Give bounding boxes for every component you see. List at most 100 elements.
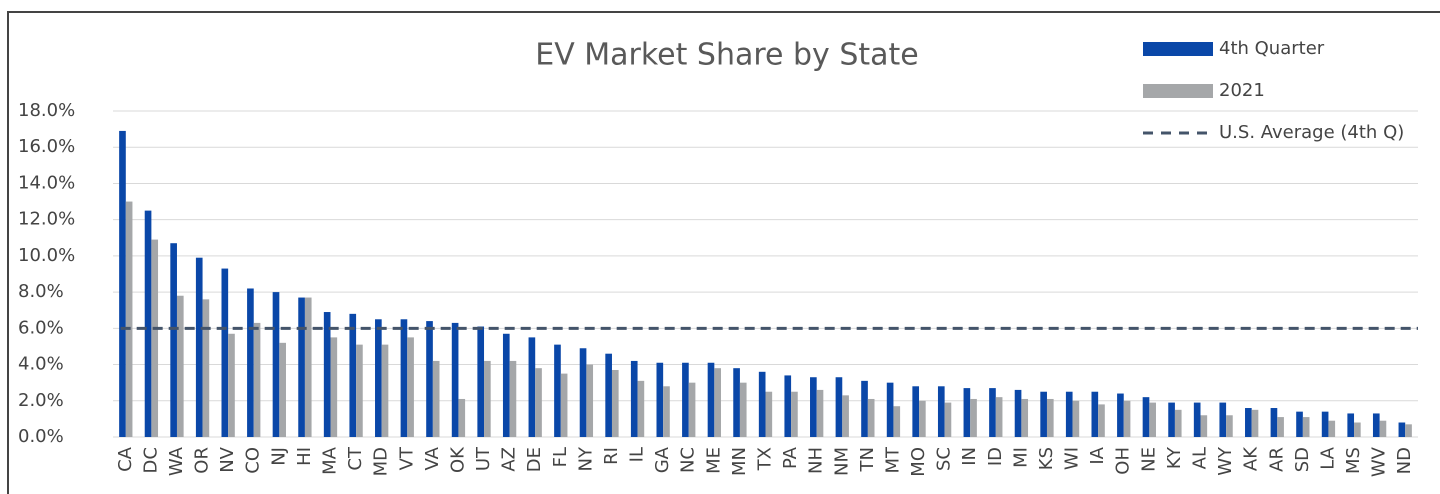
x-tick-label: NC	[678, 447, 699, 473]
bar	[1021, 398, 1029, 437]
legend-label: 2021	[1219, 80, 1265, 101]
bar	[893, 406, 901, 437]
y-tick-label: 8.0%	[18, 281, 64, 302]
x-tick-label: NJ	[268, 447, 289, 466]
x-tick-label: NE	[1138, 447, 1159, 472]
x-tick-label: SD	[1292, 447, 1313, 472]
bar	[323, 312, 331, 437]
bar	[253, 322, 261, 437]
bar	[560, 373, 568, 437]
x-tick-label: MS	[1343, 447, 1364, 474]
x-tick-label: NM	[831, 447, 852, 476]
bar	[1251, 409, 1259, 437]
x-tick-label: VT	[396, 446, 417, 470]
bar	[1123, 400, 1131, 437]
bar	[1372, 413, 1380, 437]
bar	[1328, 420, 1336, 437]
bar	[688, 382, 696, 437]
bar	[272, 292, 280, 437]
x-tick-label: SC	[934, 447, 955, 471]
bar	[861, 380, 868, 437]
bar	[458, 398, 466, 437]
x-tick-label: CT	[345, 446, 366, 471]
x-tick-label: GA	[652, 446, 673, 473]
bar	[400, 319, 408, 437]
bar	[714, 368, 721, 437]
x-tick-label: DE	[524, 447, 545, 472]
x-tick-label: WV	[1369, 446, 1390, 477]
x-tick-label: OH	[1113, 447, 1134, 475]
bar	[682, 362, 689, 437]
x-tick-label: IN	[959, 447, 980, 466]
y-tick-label: 0.0%	[18, 426, 64, 447]
bar	[1117, 393, 1124, 437]
bar	[579, 348, 587, 437]
y-tick-label: 4.0%	[18, 354, 64, 375]
x-tick-label: MN	[729, 447, 750, 476]
bar	[502, 333, 510, 437]
bar	[151, 239, 159, 437]
bar	[1098, 404, 1105, 437]
bar	[1142, 397, 1150, 437]
bar	[765, 391, 773, 437]
bar	[1046, 398, 1054, 437]
x-tick-label: MD	[371, 447, 392, 476]
x-tick-label: CA	[115, 446, 136, 472]
x-tick-label: MA	[320, 446, 341, 475]
bar	[663, 386, 670, 437]
bar	[247, 288, 254, 437]
x-tick-label: AR	[1266, 447, 1287, 472]
x-tick-label: TN	[857, 447, 878, 472]
y-tick-label: 10.0%	[18, 245, 75, 266]
bar	[1219, 402, 1227, 437]
bar	[1014, 389, 1022, 437]
bar	[842, 395, 849, 437]
x-tick-label: NY	[575, 446, 596, 471]
x-tick-label: AK	[1241, 446, 1262, 471]
bar	[816, 389, 824, 437]
bar	[477, 326, 485, 437]
bar	[279, 342, 286, 437]
x-tick-label: TX	[755, 447, 776, 471]
bar	[707, 362, 715, 437]
bar	[1226, 415, 1233, 437]
bar	[407, 337, 414, 437]
bar	[349, 313, 357, 437]
bar	[221, 268, 229, 437]
bar	[426, 321, 433, 437]
bar	[125, 201, 133, 437]
x-tick-label: WY	[1215, 446, 1236, 476]
bar	[810, 377, 817, 437]
x-tick-label: KY	[1164, 446, 1185, 469]
x-tick-label: PA	[780, 446, 801, 469]
x-tick-label: WA	[166, 446, 187, 476]
bar	[739, 382, 747, 437]
legend-swatch	[1143, 84, 1213, 98]
bar	[304, 297, 312, 437]
bar	[119, 130, 126, 437]
bar	[1277, 417, 1284, 437]
bar	[1200, 415, 1208, 437]
bar	[1193, 402, 1201, 437]
bar	[1321, 411, 1329, 437]
bar	[758, 371, 766, 437]
x-tick-label: LA	[1317, 446, 1338, 469]
y-tick-label: 2.0%	[18, 390, 64, 411]
bar	[835, 377, 843, 437]
bar	[630, 360, 638, 437]
x-tick-label: NV	[217, 446, 238, 472]
bar	[1065, 391, 1073, 437]
bar	[1347, 413, 1355, 437]
x-tick-label: ND	[1394, 447, 1415, 474]
bar	[995, 397, 1003, 437]
bar	[554, 344, 561, 437]
bar	[144, 210, 152, 437]
x-tick-label: HI	[294, 447, 315, 466]
bar	[970, 398, 977, 437]
bar	[944, 402, 952, 437]
bar	[375, 319, 382, 437]
bar	[586, 364, 594, 437]
bar	[912, 386, 920, 437]
bar	[1354, 422, 1361, 437]
